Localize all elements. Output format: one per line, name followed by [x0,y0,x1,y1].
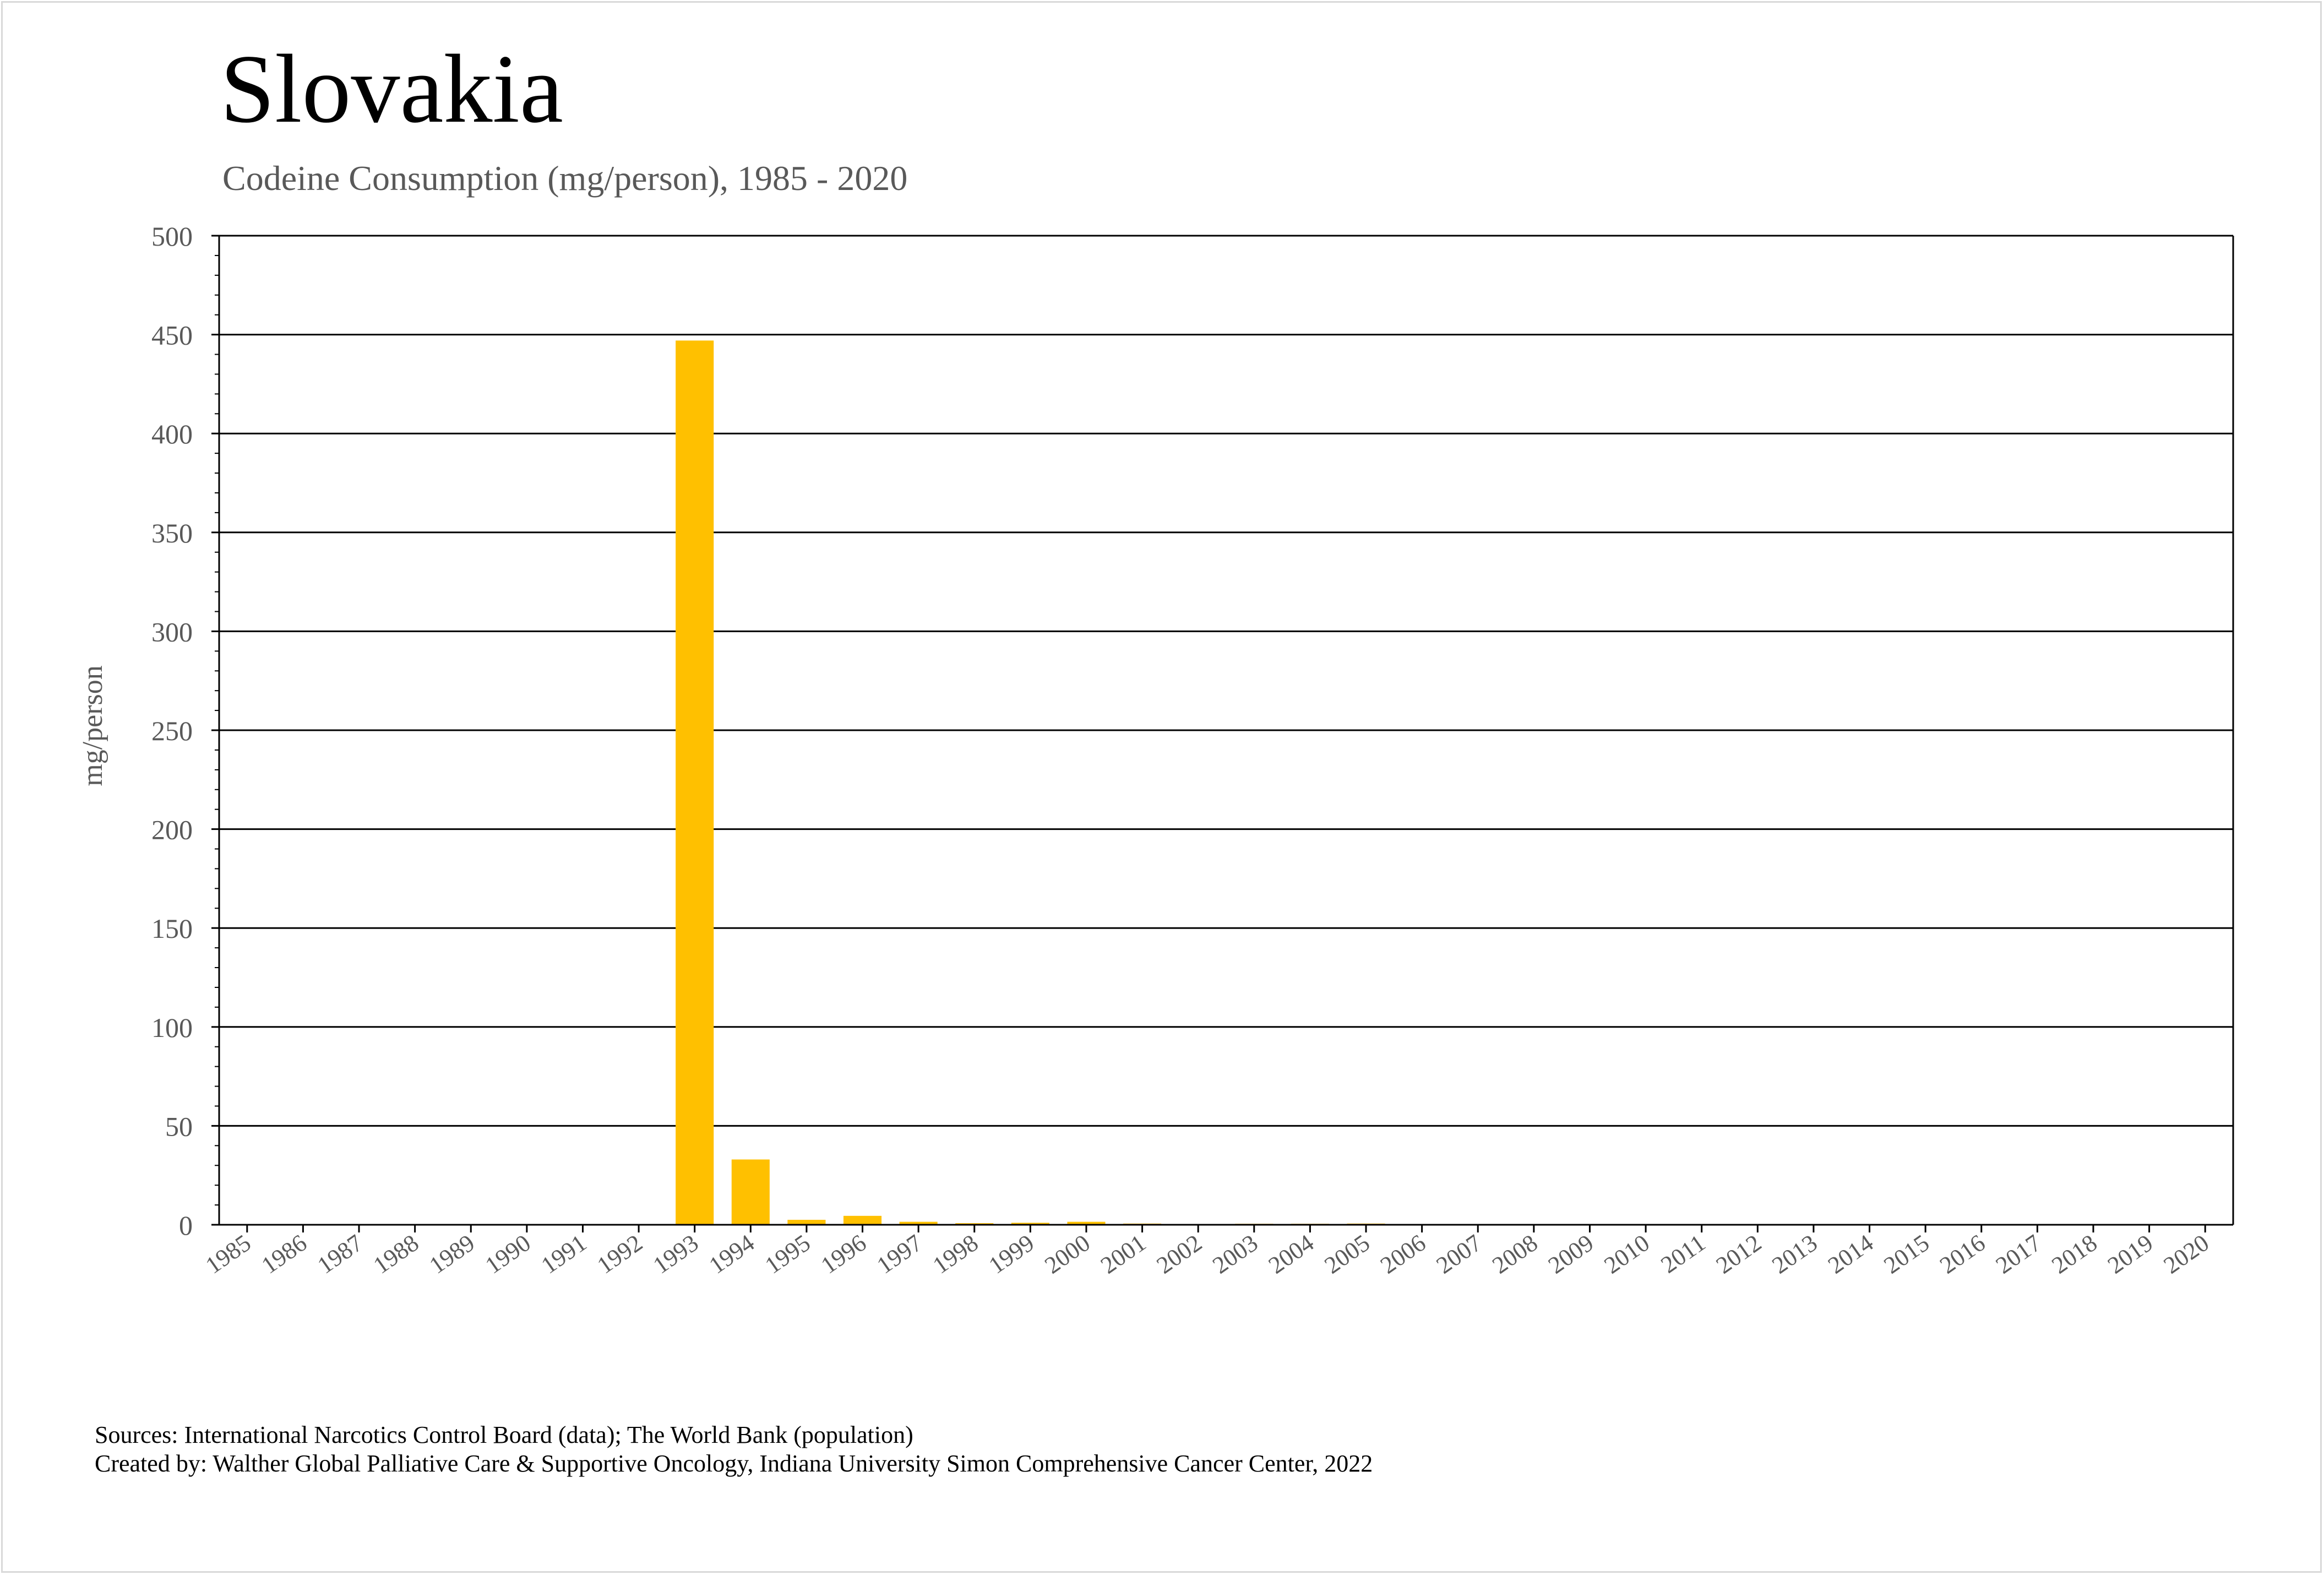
y-tick-label: 300 [151,616,193,647]
x-tick-label: 1994 [704,1229,759,1279]
chart-footer: Sources: International Narcotics Control… [95,1421,1373,1478]
x-tick-label: 2011 [1656,1229,1711,1279]
x-tick-label: 1995 [760,1229,815,1279]
x-tick-label: 1993 [648,1229,703,1279]
y-tick-label: 250 [151,715,193,746]
y-tick-label: 400 [151,419,193,449]
x-tick-label: 1997 [872,1229,927,1279]
y-tick-label: 450 [151,320,193,351]
x-tick-label: 2016 [1935,1229,1990,1279]
y-tick-label: 350 [151,518,193,548]
x-tick-label: 2007 [1432,1229,1487,1279]
x-tick-label: 1990 [480,1229,535,1279]
y-axis-label: mg/person [77,665,108,786]
x-tick-label: 2001 [1096,1229,1151,1279]
sources-note: Sources: International Narcotics Control… [95,1421,913,1448]
chart-subtitle: Codeine Consumption (mg/person), 1985 - … [222,159,908,198]
x-tick-label: 2003 [1207,1229,1262,1279]
y-tick-label: 200 [151,814,193,845]
x-tick-label: 1988 [368,1229,423,1279]
x-tick-label: 2017 [1991,1229,2046,1279]
x-tick-label: 2010 [1599,1229,1654,1279]
bar-2000 [1067,1221,1106,1225]
y-tick-label: 0 [179,1210,193,1241]
x-tick-label: 2015 [1879,1229,1934,1279]
x-tick-label: 2020 [2159,1229,2214,1279]
x-tick-label: 2012 [1711,1229,1766,1279]
bar-1995 [787,1220,826,1225]
bar-1993 [676,340,714,1225]
x-tick-label: 2014 [1823,1229,1878,1279]
y-tick-label: 500 [151,221,193,252]
bar-1999 [1011,1223,1049,1225]
x-tick-label: 1992 [592,1229,647,1279]
x-tick-label: 2018 [2047,1229,2102,1279]
x-tick-label: 1998 [928,1229,983,1279]
x-tick-label: 2008 [1487,1229,1542,1279]
x-tick-label: 2004 [1264,1229,1319,1279]
x-tick-label: 2005 [1320,1229,1375,1279]
x-tick-label: 1989 [424,1229,480,1279]
x-tick-label: 2000 [1040,1229,1095,1279]
chart-title: Slovakia [220,34,563,143]
y-tick-label: 50 [165,1111,193,1142]
x-tick-label: 2002 [1152,1229,1207,1279]
x-tick-label: 1999 [984,1229,1039,1279]
x-tick-label: 1985 [200,1229,255,1279]
x-tick-label: 2009 [1543,1229,1598,1279]
x-tick-label: 1991 [536,1229,591,1279]
bar-1997 [899,1221,938,1225]
credits-note: Created by: Walther Global Palliative Ca… [95,1450,1373,1477]
x-tick-label: 2019 [2103,1229,2158,1279]
y-tick-label: 100 [151,1012,193,1043]
bar-1996 [843,1215,882,1225]
y-tick-label: 150 [151,913,193,944]
x-tick-label: 1987 [313,1229,368,1279]
bar-1994 [731,1159,770,1225]
x-tick-label: 2013 [1767,1229,1822,1279]
x-tick-label: 2006 [1375,1229,1430,1279]
x-tick-label: 1996 [816,1229,871,1279]
x-tick-label: 1986 [257,1229,312,1279]
